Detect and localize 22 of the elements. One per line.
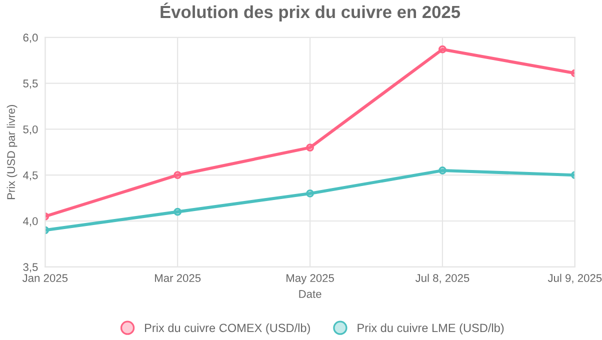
legend-label: Prix du cuivre COMEX (USD/lb) [145,323,310,334]
x-tick-label: Jul 8, 2025 [415,274,470,284]
point [174,171,182,180]
point [174,208,182,216]
y-tick-label: 5,0 [23,125,38,135]
point [306,144,314,152]
chart-title: Évolution des prix du cuivre en 2025 [160,2,460,22]
y-tick-label: 5,5 [23,80,38,89]
point [438,45,446,54]
y-axis-title: Prix (USD par livre) [6,104,18,200]
x-axis-title: Date [299,290,322,298]
y-tick-label: 4,5 [23,171,38,181]
y-tick-label: 4,0 [23,217,38,226]
legend-label: Prix du cuivre LME (USD/lb) [358,323,504,334]
y-tick-label: 3,5 [23,263,38,272]
x-tick-label: Jan 2025 [22,274,68,282]
x-tick-label: May 2025 [286,274,334,284]
point [438,166,446,174]
y-tick-label: 6,0 [23,34,38,43]
point [306,190,314,198]
x-tick-label: Jul 9, 2025 [548,274,602,284]
x-tick-label: Mar 2025 [155,274,201,282]
